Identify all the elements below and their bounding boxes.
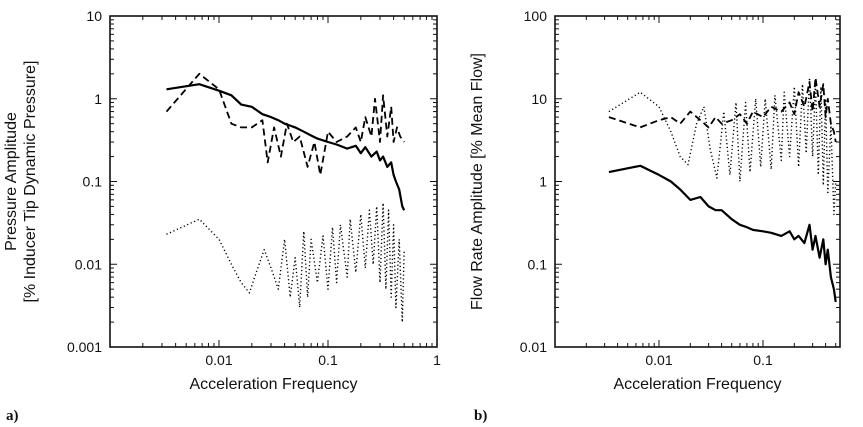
series-line-dashed xyxy=(165,72,405,176)
series-line-solid xyxy=(608,164,837,303)
x-tick-label: 0.01 xyxy=(645,352,672,368)
panel-label: b) xyxy=(474,408,487,424)
y-tick-label: 10 xyxy=(531,91,547,107)
plot-frame xyxy=(554,15,841,348)
y-tick-label: 10 xyxy=(86,8,102,24)
y-axis-label: Flow Rate Amplitude [% Mean Flow] xyxy=(469,53,486,310)
x-axis-label: Acceleration Frequency xyxy=(613,376,781,393)
y-tick-label: 0.1 xyxy=(528,256,548,272)
y-tick-label: 1 xyxy=(94,91,102,107)
y-tick-label: 0.001 xyxy=(67,339,102,355)
y-tick-label: 0.01 xyxy=(520,339,547,355)
y-tick-label: 0.01 xyxy=(75,256,102,272)
x-tick-label: 1 xyxy=(433,352,441,368)
series-line-dashed xyxy=(608,76,837,143)
chart-a: 0.01 0.1 1 0.001 0.01 0.1 1 10 Acceleration Freq… xyxy=(3,8,441,424)
series-line-dotted xyxy=(166,202,405,323)
y-axis-label: Pressure Amplitude xyxy=(3,112,20,251)
panel-label: a) xyxy=(6,408,19,424)
series-line-dotted xyxy=(608,76,837,216)
chart-b: 0.01 0.1 0.01 0.1 1 10 100 Acceleration Frequen… xyxy=(469,8,841,424)
plot-frame xyxy=(109,15,438,348)
x-axis-label: Acceleration Frequency xyxy=(189,376,357,393)
y-tick-label: 100 xyxy=(524,8,548,24)
y-axis-label: [% Inducer Tip Dynamic Pressure] xyxy=(22,61,39,303)
y-tick-label: 1 xyxy=(539,174,547,190)
series-line-solid xyxy=(166,83,406,211)
x-tick-label: 0.1 xyxy=(318,352,338,368)
x-tick-label: 0.1 xyxy=(753,352,773,368)
x-tick-label: 0.01 xyxy=(205,352,232,368)
y-tick-label: 0.1 xyxy=(83,174,103,190)
